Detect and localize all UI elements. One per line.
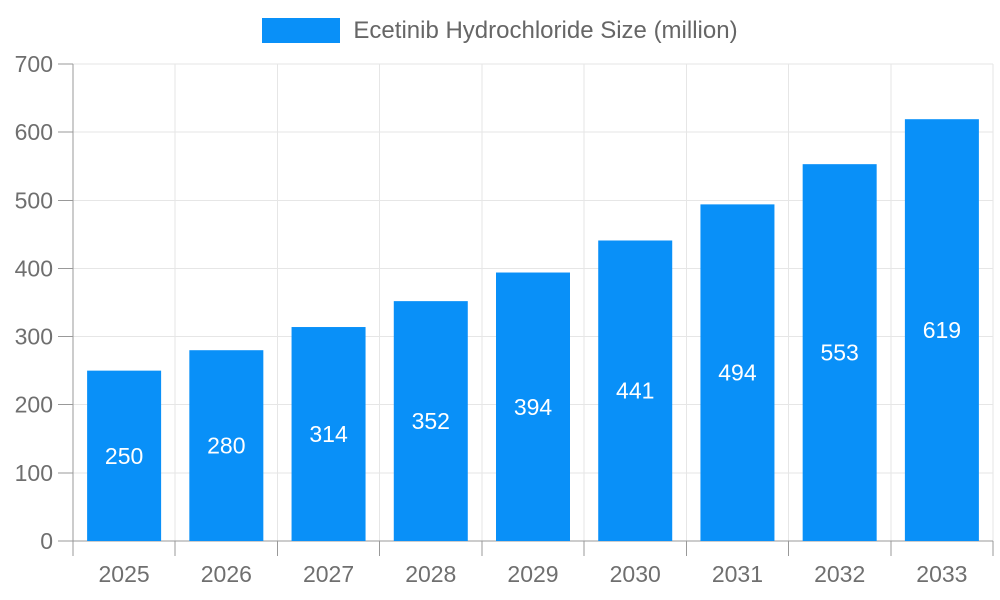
bar-value-label: 314 [309, 421, 348, 447]
bar [291, 327, 366, 541]
bar [496, 272, 570, 541]
y-axis-tick-label: 700 [15, 51, 53, 77]
bar [87, 370, 162, 541]
x-axis-tick-label: 2033 [916, 561, 967, 587]
bar [598, 240, 673, 542]
bar-value-label: 494 [718, 360, 757, 386]
y-axis-tick-label: 100 [15, 460, 53, 486]
bar [802, 164, 877, 542]
legend-swatch[interactable] [262, 18, 341, 43]
x-axis-tick-label: 2028 [405, 561, 456, 587]
bar-value-label: 394 [514, 394, 553, 420]
legend[interactable]: Ecetinib Hydrochloride Size (million) [0, 18, 1000, 43]
bar-value-label: 441 [616, 378, 654, 404]
bar [700, 204, 775, 542]
bar-value-label: 619 [923, 317, 961, 343]
y-axis-tick-label: 300 [15, 324, 53, 350]
x-axis-tick-label: 2026 [201, 561, 252, 587]
x-axis-tick-label: 2030 [610, 561, 661, 587]
x-axis-tick-label: 2027 [303, 561, 354, 587]
legend-label[interactable]: Ecetinib Hydrochloride Size (million) [353, 17, 738, 44]
bar-value-label: 250 [105, 443, 143, 469]
x-axis-tick-label: 2025 [99, 561, 150, 587]
bar [189, 350, 264, 541]
y-axis-tick-label: 400 [15, 255, 53, 281]
y-axis-tick-label: 600 [15, 119, 53, 145]
y-axis-tick-label: 0 [40, 528, 53, 554]
bar-value-label: 280 [207, 433, 245, 459]
bar [904, 119, 979, 542]
y-axis-tick-label: 200 [15, 392, 53, 418]
x-axis-tick-label: 2031 [712, 561, 763, 587]
y-axis-tick-label: 500 [15, 187, 53, 213]
bar-value-label: 352 [412, 408, 450, 434]
bar [393, 301, 468, 541]
x-axis-tick-label: 2029 [507, 561, 558, 587]
x-axis-tick-label: 2032 [814, 561, 865, 587]
bar-value-label: 553 [820, 340, 858, 366]
